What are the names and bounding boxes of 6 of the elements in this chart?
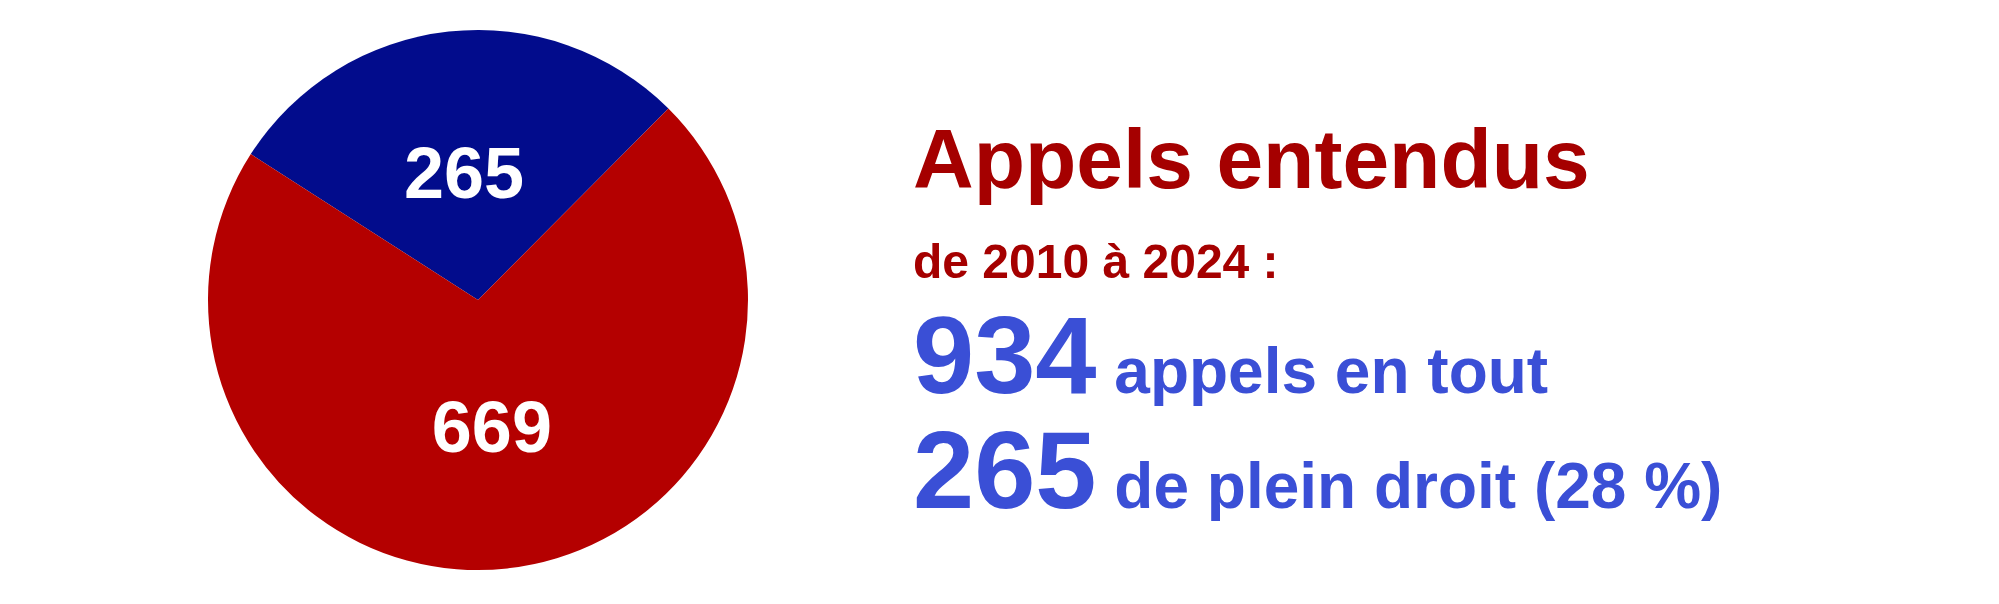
text: Appels entendus [913, 112, 1590, 206]
pie-slice [208, 108, 748, 570]
data-label: 265 [404, 132, 525, 213]
pie-slice [250, 30, 669, 300]
text: de 2010 à 2024 : [913, 235, 1279, 288]
data-label: 669 [431, 387, 552, 468]
